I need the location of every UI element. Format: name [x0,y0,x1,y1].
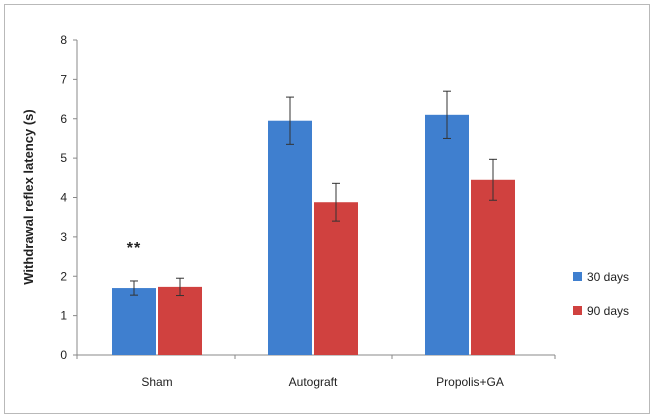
y-tick-label: 0 [60,348,67,362]
bars [112,114,515,355]
legend-swatch [573,272,582,281]
legend: 30 days 90 days [573,270,629,318]
axes: 0 1 2 3 4 5 6 7 8 Sham Autograft Propolis+GA [60,33,556,389]
y-tick-label: 4 [60,191,67,205]
y-tick-label: 7 [60,72,67,86]
legend-label: 90 days [587,304,629,318]
y-axis-label: Withdrawal reflex latency (s) [21,109,36,284]
bar-90-days-propolis-ga [471,179,515,355]
legend-swatch [573,306,582,315]
bar-30-days-sham [112,288,156,355]
y-tick-label: 3 [60,230,67,244]
y-tick-label: 2 [60,269,67,283]
bar-30-days-autograft [268,120,312,355]
significance-annotation: ** [127,240,141,257]
bar-90-days-sham [158,286,202,355]
x-tick-label: Autograft [289,375,338,389]
y-tick-label: 1 [60,309,67,323]
bar-30-days-propolis-ga [425,114,469,355]
y-tick-label: 8 [60,33,67,47]
y-tick-label: 5 [60,151,67,165]
y-tick-label: 6 [60,112,67,126]
annotations: ** [127,240,141,257]
bar-90-days-autograft [314,202,358,355]
error-bars [130,90,497,297]
x-tick-label: Sham [141,375,172,389]
x-tick-label: Propolis+GA [436,375,504,389]
legend-label: 30 days [587,270,629,284]
